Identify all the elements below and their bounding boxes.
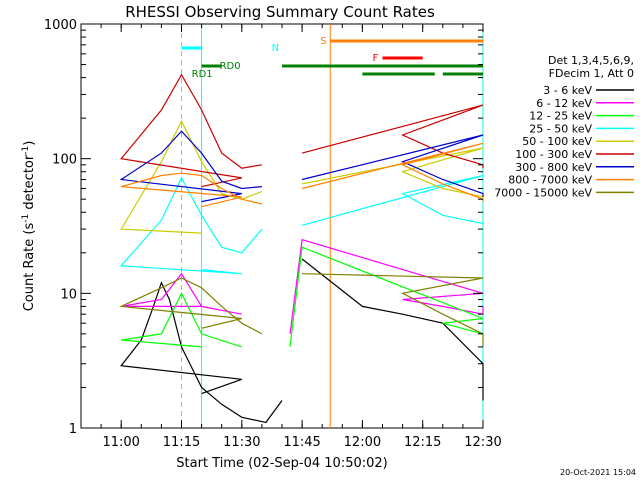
series-8-segment-1	[302, 273, 484, 347]
x-tick-label-5: 12:15	[404, 435, 441, 450]
chart-title: RHESSI Observing Summary Count Rates	[125, 3, 435, 21]
timestamp: 20-Oct-2021 15:04	[560, 468, 636, 477]
x-tick-label-4: 12:00	[344, 435, 381, 450]
legend-label-4: 50 - 100 keV	[522, 135, 592, 148]
x-tick-label-1: 11:15	[163, 435, 200, 450]
flag-label-rd1: RD1	[192, 69, 213, 80]
series-0-segment-1	[301, 258, 484, 401]
x-tick-label-3: 11:45	[283, 435, 320, 450]
series-5-segment-0	[120, 73, 263, 188]
legend-label-6: 300 - 800 keV	[515, 161, 592, 174]
series-3-segment-0	[119, 176, 263, 275]
y-tick-label-3: 1000	[44, 18, 77, 33]
series-4-segment-0	[120, 119, 263, 234]
y-tick-label-1: 10	[60, 287, 77, 302]
legend-label-7: 800 - 7000 keV	[508, 174, 592, 187]
event-marker-lines	[181, 24, 484, 428]
axis-ticks: 11:00 11:15 11:30 11:45 12:00 12:15 12:30 1 10 10…	[44, 18, 502, 450]
series-5-segment-1	[301, 104, 484, 169]
legend-header-line1: Det 1,3,4,5,6,9,	[548, 54, 634, 67]
series-1-segment-1	[289, 238, 484, 334]
series-lines	[118, 73, 484, 424]
series-3-segment-1	[301, 174, 484, 226]
y-tick-label-2: 100	[52, 153, 77, 168]
series-1-segment-0	[121, 272, 242, 315]
legend-label-0: 3 - 6 keV	[543, 84, 592, 97]
flag-label-f: F	[373, 53, 379, 64]
series-2-segment-0	[121, 291, 242, 348]
x-tick-label-2: 11:30	[223, 435, 260, 450]
y-axis-label: Count Rate (s-1 detector-1)	[21, 141, 37, 312]
legend-label-1: 6 - 12 keV	[536, 97, 592, 110]
series-0-segment-0	[120, 281, 283, 424]
series-8-segment-0	[118, 277, 263, 335]
flag-bars: N S F RD0 RD1	[181, 36, 483, 80]
x-tick-label-6: 12:30	[464, 435, 501, 450]
x-axis-label: Start Time (02-Sep-04 10:50:02)	[176, 456, 387, 471]
series-4-segment-1	[301, 147, 484, 200]
series-7-segment-0	[121, 172, 263, 208]
series-6-segment-0	[119, 130, 262, 203]
x-tick-label-0: 11:00	[102, 435, 139, 450]
series-6-segment-1	[301, 134, 484, 197]
legend-label-3: 25 - 50 keV	[529, 122, 592, 135]
y-tick-label-0: 1	[69, 422, 77, 437]
series-2-segment-1	[289, 246, 484, 347]
legend-label-2: 12 - 25 keV	[529, 110, 592, 123]
legend-label-5: 100 - 300 keV	[515, 148, 592, 161]
flag-label-n: N	[272, 43, 279, 54]
flag-label-rd0: RD0	[220, 61, 241, 72]
flag-label-s: S	[320, 36, 326, 47]
legend-header-line2: FDecim 1, Att 0	[549, 67, 634, 80]
legend-label-8: 7000 - 15000 keV	[494, 186, 592, 199]
